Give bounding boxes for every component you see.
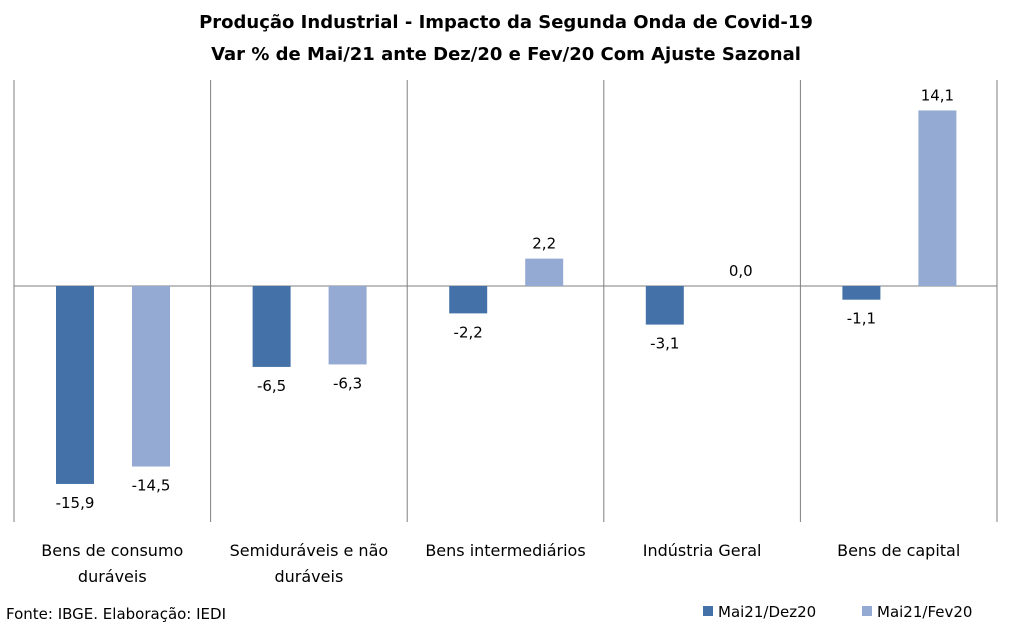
legend-label: Mai21/Dez20 [718, 603, 816, 621]
bar-mai21-dez20 [842, 286, 881, 300]
legend-label: Mai21/Fev20 [877, 603, 972, 621]
source-note: Fonte: IBGE. Elaboração: IEDI [6, 605, 226, 623]
category-label: Bens intermediários [425, 541, 585, 560]
data-label: 2,2 [532, 235, 556, 253]
category-label: duráveis [78, 567, 147, 586]
chart-title: Produção Industrial - Impacto da Segunda… [199, 12, 813, 33]
data-label: 0,0 [729, 262, 753, 280]
category-label: Bens de capital [837, 541, 960, 560]
legend-swatch [703, 606, 713, 616]
bar-mai21-dez20 [56, 286, 94, 484]
plot-area: -15,9 -6,5 -2,2 -3,1 -1,1 -14,5 -6,3 2,2 0,0 14,1… [13, 80, 998, 586]
data-label: -1,1 [847, 310, 876, 328]
chart-subtitle: Var % de Mai/21 ante Dez/20 e Fev/20 Com… [211, 44, 801, 65]
category-label: Indústria Geral [643, 541, 762, 560]
data-label: -6,3 [333, 374, 362, 392]
legend: Mai21/Dez20 Mai21/Fev20 [703, 603, 972, 621]
bar-mai21-dez20 [645, 286, 684, 325]
data-label: 14,1 [921, 86, 954, 104]
data-label: -6,5 [257, 377, 286, 395]
data-label: -3,1 [650, 335, 679, 353]
category-label: duráveis [275, 567, 344, 586]
bar-mai21-fev20 [132, 286, 170, 467]
bar-mai21-fev20 [918, 110, 957, 286]
legend-swatch [862, 606, 872, 616]
bar-mai21-fev20 [525, 258, 564, 286]
data-label: -15,9 [56, 494, 95, 512]
bar-mai21-dez20 [449, 286, 488, 314]
bar-mai21-fev20 [328, 286, 367, 365]
data-label: -14,5 [132, 477, 171, 495]
data-label: -2,2 [454, 323, 483, 341]
category-label: Bens de consumo [41, 541, 183, 560]
bar-mai21-dez20 [252, 286, 291, 367]
category-label: Semiduráveis e não [230, 541, 389, 560]
